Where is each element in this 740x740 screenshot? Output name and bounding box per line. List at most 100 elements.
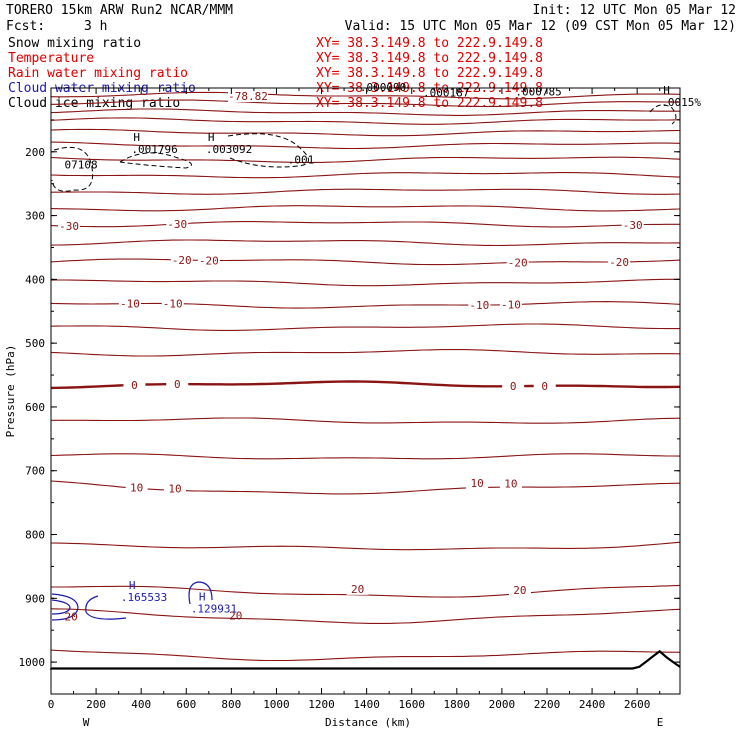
cloud-ice-contour [119,152,192,169]
temperature-contour [50,278,680,287]
legend-section-coords: XY= 38.3.149.8 to 222.9.149.8 [316,66,543,81]
temperature-contour [50,649,681,662]
temperature-contour-label: -20 [508,256,528,269]
temperature-contour [50,141,681,150]
cloud-water-contour-label: 20 [65,611,78,624]
contour-label-bg [346,582,369,595]
contour-label-bg [499,298,522,311]
cloud-ice-max-marker: H [663,84,670,97]
temperature-contour-label: -20 [199,254,219,267]
contour-label-bg [621,218,644,231]
contour-label-bg [166,378,189,391]
contour-label-bg [163,482,186,495]
header-forecast-label: Fcst: [6,19,45,34]
y-tick-label: 300 [25,210,45,223]
temperature-contour-label: -10 [469,299,489,312]
contour-label-bg [499,477,522,490]
temperature-contour [51,417,681,424]
temperature-contour-label: 10 [470,477,483,490]
header-valid-time: Valid: 15 UTC Mon 05 Mar 12 (09 CST Mon … [345,19,736,34]
cloud-water-contour [188,581,213,605]
temperature-contour-label: 10 [130,482,143,495]
temperature-contour-label: -30 [167,218,187,231]
contour-label-bg [166,217,189,230]
header-init-time: Init: 12 UTC Mon 05 Mar 12 [533,3,737,18]
temperature-contour [50,349,681,357]
cloud-water-max-value: .129931 [191,603,237,616]
temperature-contour [51,99,681,108]
temperature-contour-label: -30 [59,220,79,233]
plot-frame [50,87,681,695]
temperature-contour [50,221,680,228]
cloud-ice-max-value: .0015% [661,96,701,109]
y-tick-label: 500 [25,337,45,350]
temperature-contour [50,172,681,179]
cloud-water-contour-label: 20 [229,609,242,622]
temperature-contour-label: 10 [168,482,181,495]
y-axis-title: Pressure (hPa) [4,345,17,438]
temperature-contour [50,108,680,116]
contour-label-bg [502,380,525,393]
cloud-ice-max-value: .001796 [131,143,177,156]
temperature-contour-label: -10 [163,298,183,311]
temperature-contour [50,156,681,164]
temperature-contour-label: 0 [541,380,548,393]
contour-label-bg [123,378,146,391]
cloud-water-max-marker: H [199,591,206,604]
x-tick-label: 200 [86,698,106,711]
temperature-contour-label: 20 [513,584,526,597]
legend-label: Temperature [8,51,94,66]
y-tick-label: 800 [25,529,45,542]
temperature-contour-label: 10 [504,477,517,490]
contour-label-bg [125,481,148,494]
x-tick-label: 1600 [398,698,425,711]
x-tick-label: 1800 [444,698,471,711]
cloud-water-contour [51,599,71,615]
y-tick-label: 200 [25,146,45,159]
legend-section-coords: XY= 38.3.149.8 to 222.9.149.8 [316,51,543,66]
x-tick-label: 2200 [534,698,561,711]
temperature-contour-label: 0 [131,379,138,392]
contour-label-bg [468,299,491,312]
cloud-ice-contour-label: .000785 [515,86,561,99]
legend-label: Snow mixing ratio [8,36,141,51]
x-axis-title: Distance (km) [325,716,411,729]
y-tick-label: 400 [25,273,45,286]
cloud-ice-contour-label: 07108 [65,158,98,171]
temperature-contour [50,380,681,390]
y-tick-label: 600 [25,401,45,414]
temperature-max-label: -78.82 [228,90,268,103]
contour-label-bg [197,254,220,267]
temperature-contour [50,480,681,495]
temperature-contour [50,117,681,125]
contour-label-bg [506,256,529,269]
x-tick-label: 600 [176,698,196,711]
temperature-contour [50,205,681,212]
temperature-contour-label: -30 [623,219,643,232]
cloud-ice-contour [51,146,94,192]
cloud-ice-contour-label: .001 [288,153,315,166]
x-tick-label: 0 [48,698,55,711]
temperature-contour [50,258,681,266]
header-forecast-value: 3 h [84,19,107,34]
header-model-title: TORERO 15km ARW Run2 NCAR/MMM [6,3,233,18]
temperature-contour [51,188,681,195]
temperature-contour [50,239,680,247]
temperature-contour-label: -20 [172,254,192,267]
temperature-contour-label: 0 [174,378,181,391]
temperature-contour [50,128,681,137]
legend-label: Rain water mixing ratio [8,66,188,81]
temperature-contour [50,323,680,331]
x-end-label-west: W [83,716,90,729]
x-tick-label: 400 [131,698,151,711]
legend-section-coords: XY= 38.3.149.8 to 222.9.149.8 [316,96,543,111]
terrain-surface [49,649,681,670]
x-end-label-east: E [657,716,664,729]
cloud-ice-contour [649,104,677,125]
temperature-contour-label: -10 [501,299,521,312]
temperature-contour-label: -20 [609,256,629,269]
contour-label-bg [58,220,81,233]
contour-label-bg [170,253,193,266]
x-tick-label: 2400 [579,698,606,711]
